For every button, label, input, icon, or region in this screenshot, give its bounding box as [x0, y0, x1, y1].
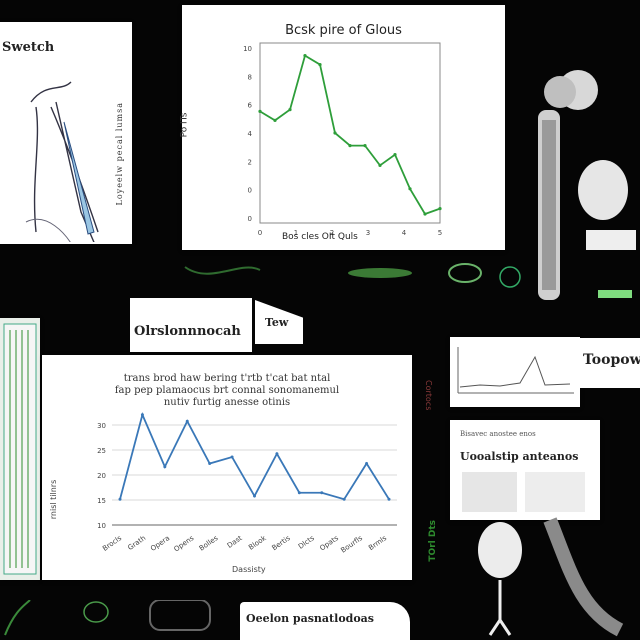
mid-chart-point	[253, 494, 256, 498]
top-chart-ytick: 0	[248, 215, 252, 223]
mid-chart-ytick: 20	[97, 472, 106, 480]
top-chart-title: Bcsk pire of Glous	[285, 23, 402, 38]
mid-chart-xtick: Dast	[226, 534, 244, 550]
top-chart-ytick: 0	[248, 187, 252, 195]
right-info-card: Bisavec anostee enos Uooalstip anteanos	[450, 420, 600, 520]
right-info-table-b	[525, 472, 585, 512]
banner-label: Olrslonnnocah	[130, 298, 252, 352]
top-chart-point	[288, 108, 292, 112]
mid-chart-xtick: Dlcts	[297, 534, 316, 551]
mid-chart-ytick: 10	[97, 522, 106, 530]
left-strip	[0, 318, 40, 580]
bottom-doodles	[4, 600, 211, 636]
top-chart-xlabel: Bos cles OIt Quls	[282, 232, 358, 242]
top-chart-xtick: 5	[438, 229, 442, 237]
mid-chart-title-line: nutiv furtig anesse otinis	[163, 397, 291, 408]
top-chart-point	[318, 63, 322, 67]
top-chart-xtick: 4	[402, 229, 407, 237]
right-info-sub: Bisavec anostee enos	[460, 430, 536, 438]
top-chart-ytick: 2	[248, 158, 252, 166]
top-chart-point	[438, 207, 442, 211]
top-chart-xtick: 2	[330, 229, 334, 237]
mid-chart-ytick: 30	[97, 422, 106, 430]
sketch-card: Swetch Loyeelw pecal lumsa	[0, 22, 132, 244]
mid-chart-xtick: Brmls	[367, 534, 388, 552]
top-chart-xtick: 0	[258, 229, 262, 237]
top-chart-point	[393, 153, 397, 157]
top-chart-ytick: 6	[248, 102, 253, 110]
mid-chart-xtick: Bertis	[271, 534, 293, 552]
anatomy-sketch	[25, 81, 99, 242]
top-chart-ytick: 10	[243, 45, 252, 53]
mid-chart-ytick: 15	[97, 497, 106, 505]
mid-chart-title-line: fap pep plamaocus brt connal sonomanemul	[114, 385, 340, 396]
side-caption: Cortocs	[424, 380, 433, 411]
top-chart-point	[423, 212, 427, 216]
creature-illustration	[478, 517, 624, 637]
mid-chart-point	[297, 491, 301, 495]
top-chart-card: Bcsk pire of Glous Po ITs 10 8 6 4 2 0 0 0 1 2 3 4 5…	[179, 5, 505, 250]
right-banner: Toopow	[575, 338, 640, 388]
mid-chart-point	[342, 497, 346, 501]
mid-chart-xtick: Blook	[247, 534, 268, 552]
mid-chart-xtick: Opera	[149, 534, 171, 553]
mid-chart-point	[387, 497, 391, 501]
mid-chart-point	[275, 452, 279, 456]
bottom-banner-text: Oeelon pasnatlodoas	[246, 612, 375, 625]
green-tag: TOrl Dts	[428, 520, 438, 562]
mid-chart-xtick: Bourfls	[339, 534, 364, 555]
mid-chart-point	[365, 462, 369, 465]
mid-chart-xtick: Bolles	[198, 534, 220, 553]
mid-chart-point	[163, 465, 167, 469]
mid-chart-ytick: 25	[97, 447, 106, 455]
mid-chart-xtick: Opens	[173, 534, 196, 554]
mid-chart-point	[140, 413, 144, 417]
sketch-side-text: Loyeelw pecal lumsa	[115, 102, 124, 206]
mid-chart-point	[230, 455, 234, 459]
top-chart-xtick: 1	[294, 229, 298, 237]
banner-label-text: Olrslonnnocah	[134, 324, 241, 339]
right-info-heading: Uooalstip anteanos	[460, 450, 579, 463]
top-chart-frame	[259, 42, 441, 224]
right-thumb-chart	[450, 337, 580, 407]
mid-chart-line	[119, 412, 390, 501]
top-chart-point	[273, 118, 277, 122]
mid-chart-point	[320, 491, 324, 495]
green-indicator	[598, 290, 632, 298]
bottom-banner: Oeelon pasnatlodoas	[240, 602, 410, 640]
mid-chart-point	[185, 419, 189, 423]
top-chart-point	[348, 144, 352, 148]
mid-chart-point	[118, 497, 122, 501]
top-chart-xtick: 3	[366, 229, 370, 237]
mid-chart-xlabel: Dassisty	[232, 565, 266, 574]
top-chart-point	[333, 131, 337, 135]
mid-chart-xtick: Opats	[318, 534, 340, 553]
mid-chart-card: trans brod haw bering t'rtb t'cat bat nt…	[42, 355, 412, 580]
specimen-illustration	[538, 70, 636, 300]
mid-chart-xtick: Brocls	[101, 534, 123, 553]
mid-chart: 30 25 20 15 10 Brocls Grath Opera Opens Bolles Das…	[97, 412, 397, 555]
top-chart-point	[408, 187, 412, 191]
right-banner-text: Toopow	[583, 352, 640, 368]
top-chart-line	[259, 54, 441, 216]
top-chart-ytick: 4	[248, 130, 253, 138]
mid-chart-xtick: Grath	[126, 534, 147, 552]
green-doodles	[170, 255, 530, 295]
top-chart-point	[303, 54, 307, 58]
tag-label: Tew	[255, 300, 303, 344]
right-info-table-a	[462, 472, 517, 512]
mid-chart-title-line: trans brod haw bering t'rtb t'cat bat nt…	[123, 373, 331, 384]
top-chart-point	[378, 163, 382, 167]
top-chart-ytick: 8	[248, 73, 252, 81]
tag-label-text: Tew	[265, 316, 289, 329]
mid-chart-title: trans brod haw bering t'rtb t'cat bat nt…	[42, 373, 412, 409]
mid-chart-point	[208, 462, 212, 465]
top-chart-point	[363, 144, 367, 148]
sketch-card-title: Swetch	[2, 40, 55, 55]
top-chart-point	[258, 109, 262, 113]
